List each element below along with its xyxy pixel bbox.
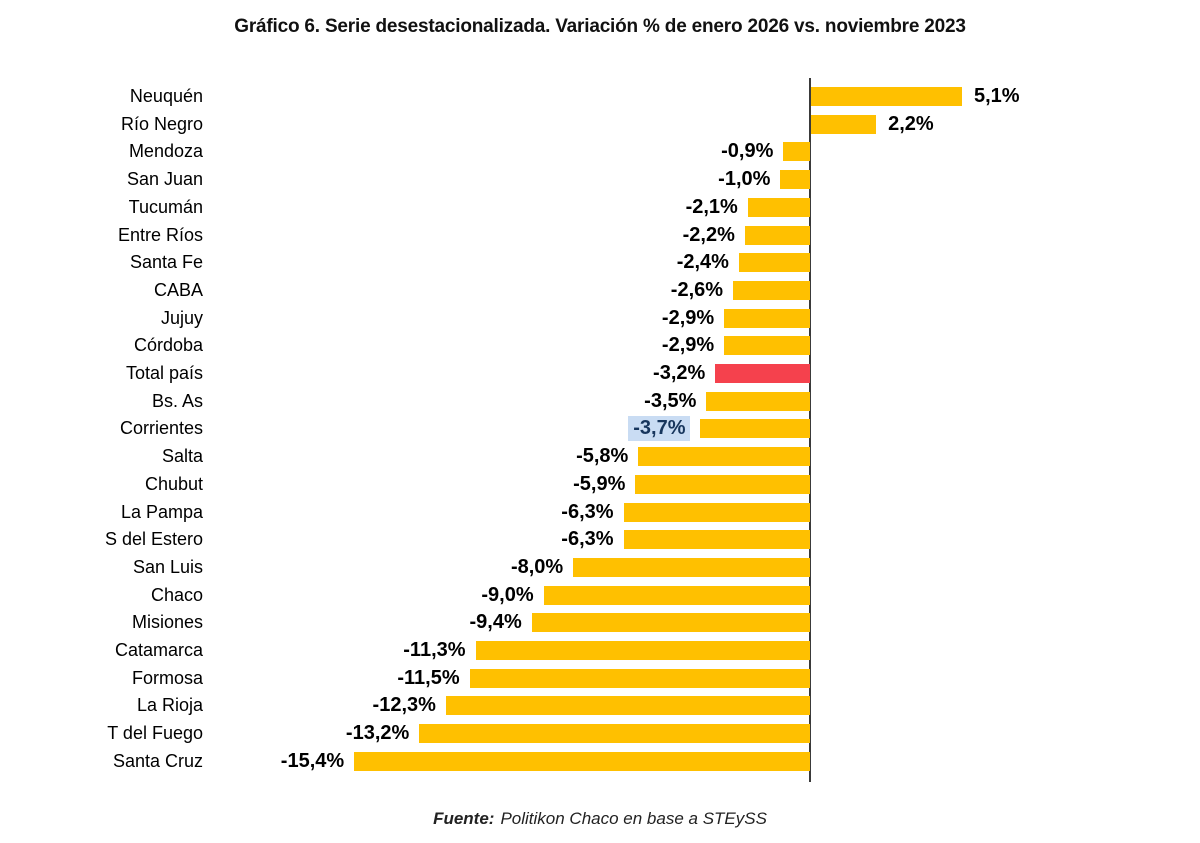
value-label: -2,4% [676, 251, 729, 274]
bar [543, 585, 810, 605]
category-label: La Pampa [120, 501, 203, 522]
category-label: T del Fuego [107, 723, 203, 744]
category-label: Chubut [144, 473, 203, 494]
value-label: -2,6% [670, 278, 724, 301]
category-label: Entre Ríos [117, 224, 203, 245]
value-label: -15,4% [280, 749, 345, 772]
bar [733, 280, 810, 300]
category-label: S del Estero [104, 529, 203, 550]
category-label: CABA [153, 279, 203, 300]
bar-chart: Neuquén 5,1% Río Negro 2,2% Mendoza -0,9% San … [104, 78, 1020, 782]
bar [419, 724, 810, 744]
category-label: Corrientes [119, 418, 203, 439]
bar [700, 419, 810, 439]
category-label: Santa Cruz [112, 750, 203, 771]
bar [738, 253, 810, 273]
category-label: Misiones [131, 612, 203, 633]
source-note: Fuente: Politikon Chaco en base a STEySS [0, 809, 1200, 829]
bar [531, 613, 810, 633]
value-label: -8,0% [510, 555, 564, 578]
category-label: San Luis [132, 556, 203, 577]
bar [706, 391, 810, 411]
value-label: -3,5% [644, 389, 697, 412]
bar [354, 751, 810, 771]
bar [715, 364, 810, 383]
bar [573, 557, 810, 577]
bar [811, 87, 962, 106]
value-label: -3,2% [653, 362, 706, 384]
category-label: San Juan [126, 169, 203, 190]
value-label: -11,5% [397, 666, 460, 689]
value-label: -6,3% [561, 528, 614, 551]
bar [811, 114, 877, 134]
zero-axis-line [809, 78, 811, 782]
category-label: La Rioja [136, 695, 203, 716]
value-label: -5,9% [573, 472, 626, 495]
bar [635, 474, 810, 494]
category-label: Jujuy [160, 307, 203, 328]
category-label: Neuquén [129, 86, 203, 106]
source-text: Politikon Chaco en base a STEySS [500, 809, 767, 828]
bar [469, 668, 810, 688]
category-label: Formosa [131, 667, 203, 688]
category-label: Chaco [150, 584, 203, 605]
category-label: Catamarca [114, 640, 203, 660]
value-label: -2,2% [682, 223, 735, 246]
category-label: Total país [125, 363, 203, 383]
category-label: Tucumán [128, 196, 203, 217]
value-label: -2,9% [661, 334, 715, 357]
value-label: -9,0% [481, 583, 534, 606]
category-label: Bs. As [151, 390, 203, 411]
value-label: -0,9% [721, 140, 774, 163]
category-label: Río Negro [120, 113, 203, 134]
value-label: -9,4% [469, 611, 522, 634]
category-label: Mendoza [128, 141, 203, 162]
bar [724, 336, 810, 356]
bar [623, 502, 810, 522]
bar [623, 530, 810, 550]
bar [744, 225, 810, 245]
bar [783, 142, 810, 162]
source-label: Fuente: [433, 809, 495, 828]
value-label: 2,2% [888, 112, 934, 135]
bar [780, 170, 810, 190]
category-label: Santa Fe [129, 252, 203, 273]
category-label: Córdoba [133, 335, 203, 356]
value-label: -6,3% [561, 500, 614, 523]
value-label: -3,7% [628, 416, 691, 442]
chart-title: Gráfico 6. Serie desestacionalizada. Var… [234, 16, 966, 37]
bar [724, 308, 810, 328]
bar [638, 447, 810, 467]
value-label: 5,1% [973, 85, 1020, 107]
bar [747, 197, 810, 217]
value-label: -13,2% [345, 722, 410, 745]
value-label: -2,9% [661, 306, 715, 329]
value-label: -5,8% [576, 445, 629, 468]
value-label: -2,1% [685, 195, 738, 218]
value-label: -12,3% [372, 694, 436, 717]
category-label: Salta [161, 446, 203, 467]
value-label: -1,0% [718, 168, 771, 191]
bar [475, 641, 810, 660]
value-label: -11,3% [403, 639, 466, 661]
bar [445, 696, 810, 716]
